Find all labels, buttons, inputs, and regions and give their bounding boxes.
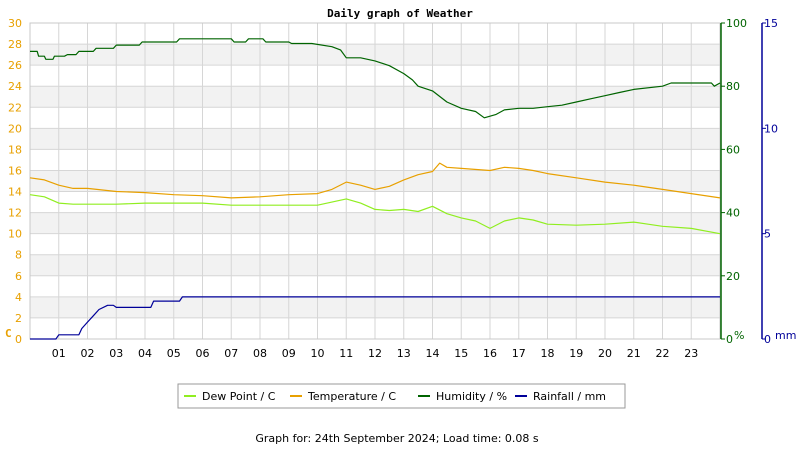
x-tick-label: 19 <box>569 347 583 360</box>
temperature-tick-label: 8 <box>15 249 22 262</box>
x-tick-label: 09 <box>282 347 296 360</box>
x-tick-label: 16 <box>483 347 497 360</box>
temperature-tick-label: 2 <box>15 312 22 325</box>
x-tick-label: 12 <box>368 347 382 360</box>
x-tick-label: 02 <box>81 347 95 360</box>
footer-text: Graph for: 24th September 2024; Load tim… <box>255 432 539 445</box>
x-tick-label: 23 <box>684 347 698 360</box>
x-tick-label: 11 <box>339 347 353 360</box>
series-layer <box>29 38 721 340</box>
humidity-tick-label: 40 <box>726 207 740 220</box>
x-tick-label: 07 <box>224 347 238 360</box>
rainfall-axis-unit: mm <box>775 329 796 342</box>
plot-area-border <box>29 22 721 340</box>
legend-label: Temperature / C <box>307 390 396 403</box>
rainfall-tick-label: 15 <box>764 17 778 30</box>
x-tick-label: 04 <box>138 347 152 360</box>
x-tick-label: 08 <box>253 347 267 360</box>
legend-label: Dew Point / C <box>202 390 276 403</box>
temperature-tick-label: 18 <box>8 143 22 156</box>
temperature-tick-label: 28 <box>8 38 22 51</box>
x-tick-label: 06 <box>196 347 210 360</box>
temperature-tick-label: 16 <box>8 164 22 177</box>
temperature-tick-label: 24 <box>8 80 22 93</box>
rainfall-tick-label: 10 <box>764 122 778 135</box>
x-tick-label: 05 <box>167 347 181 360</box>
hour-axis: 01 02 03 04 05 06 07 08 09 10 11 12 13 14 15 16 17 18 19 20… <box>52 347 699 360</box>
temperature-tick-label: 10 <box>8 228 22 241</box>
humidity-tick-label: 0 <box>726 333 733 346</box>
legend: Dew Point / C Temperature / C Humidity / %… <box>177 383 626 409</box>
chart-title: Daily graph of Weather <box>327 7 473 20</box>
humidity-axis: 0 20 40 60 80 100 <box>720 17 747 346</box>
temperature-tick-label: 14 <box>8 186 22 199</box>
series-line-rainfall <box>30 296 720 340</box>
temperature-tick-label: 12 <box>8 207 22 220</box>
temperature-tick-label: 20 <box>8 122 22 135</box>
rainfall-tick-label: 0 <box>764 333 771 346</box>
temperature-tick-label: 22 <box>8 101 22 114</box>
humidity-tick-label: 100 <box>726 17 747 30</box>
x-tick-label: 01 <box>52 347 66 360</box>
legend-box <box>177 383 626 409</box>
x-tick-label: 22 <box>656 347 670 360</box>
x-tick-label: 21 <box>627 347 641 360</box>
legend-label: Humidity / % <box>436 390 507 403</box>
vertical-gridlines <box>58 23 692 339</box>
x-tick-label: 17 <box>512 347 526 360</box>
rainfall-tick-label: 5 <box>764 228 771 241</box>
temperature-tick-label: 4 <box>15 291 22 304</box>
x-tick-label: 03 <box>109 347 123 360</box>
humidity-tick-label: 80 <box>726 80 740 93</box>
temperature-tick-label: 6 <box>15 270 22 283</box>
series-line-temperature <box>29 162 721 199</box>
x-tick-label: 13 <box>397 347 411 360</box>
x-tick-label: 14 <box>426 347 440 360</box>
series-line-dew <box>29 194 721 235</box>
rainfall-axis: 0 5 10 15 <box>761 17 778 346</box>
x-tick-label: 15 <box>454 347 468 360</box>
temperature-tick-label: 0 <box>15 333 22 346</box>
temperature-tick-label: 26 <box>8 59 22 72</box>
legend-label: Rainfall / mm <box>533 390 606 403</box>
humidity-tick-label: 60 <box>726 143 740 156</box>
humidity-tick-label: 20 <box>726 270 740 283</box>
temperature-axis-unit: C <box>5 327 12 340</box>
x-tick-label: 18 <box>541 347 555 360</box>
x-tick-label: 20 <box>598 347 612 360</box>
x-tick-label: 10 <box>311 347 325 360</box>
series-line-humidity <box>30 38 721 119</box>
temperature-tick-label: 30 <box>8 17 22 30</box>
humidity-axis-unit: % <box>734 329 744 342</box>
